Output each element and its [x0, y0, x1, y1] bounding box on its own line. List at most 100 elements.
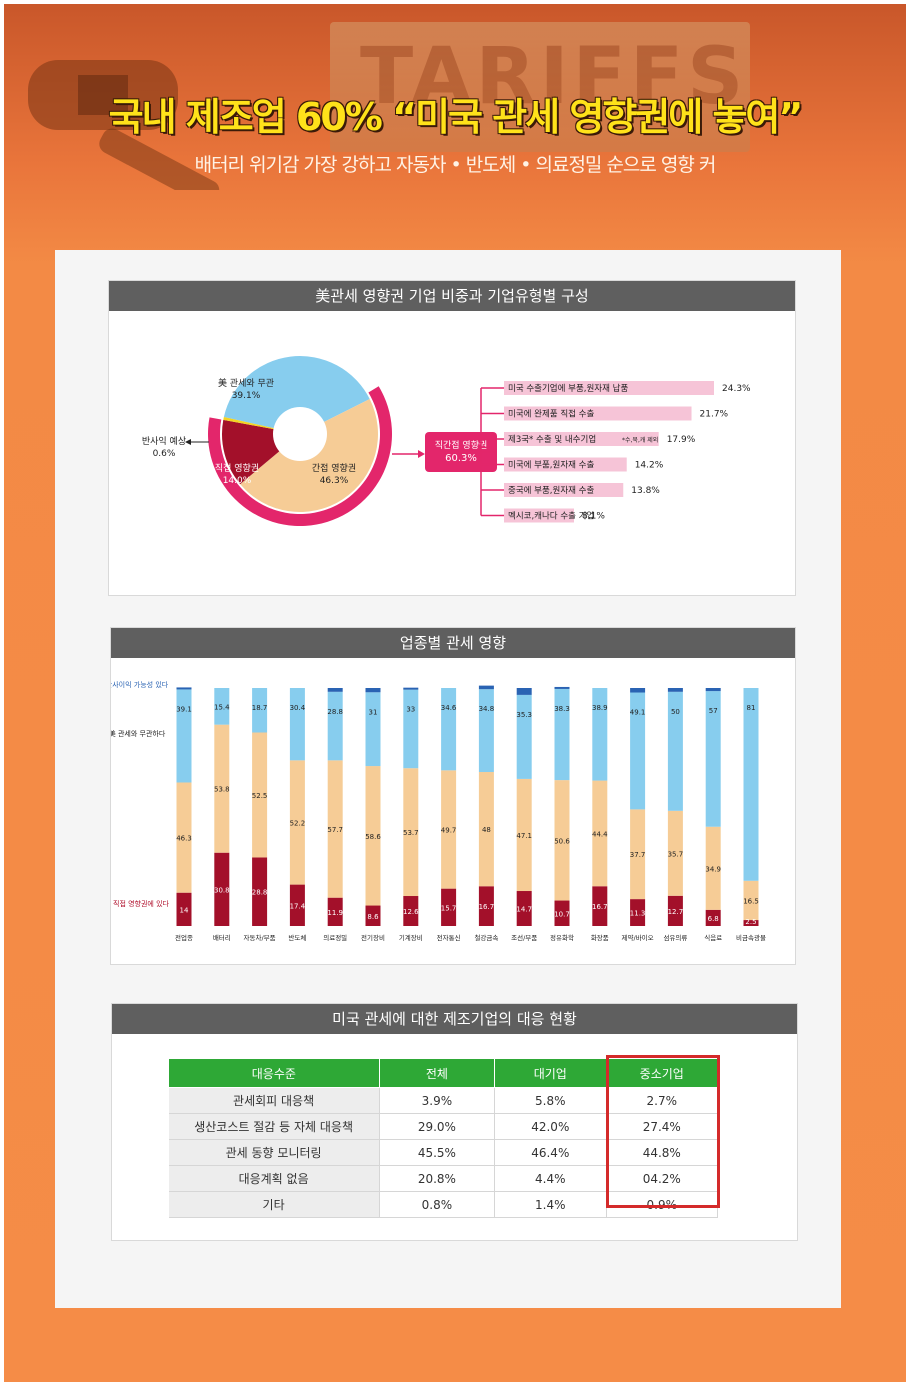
headline: 국내 제조업 60% “미국 관세 영향권에 놓여”	[108, 95, 804, 139]
category-label: 전기장비	[361, 933, 385, 942]
bar-indirect	[289, 760, 305, 885]
breakdown-bar-label: 미국 수출기업에 부품,원자재 납품	[508, 383, 628, 394]
pie-label-direct: 직접 영향권	[215, 462, 259, 474]
bar-direct-label: 14.7	[516, 906, 532, 914]
bar-direct	[365, 905, 381, 926]
subheadline: 배터리 위기감 가장 강하고 자동차 • 반도체 • 의료정밀 순으로 영향 커	[194, 154, 717, 176]
cell-total: 20.8%	[379, 1165, 496, 1192]
cell-sme: 04.2%	[606, 1165, 719, 1192]
bar-indirect	[214, 724, 230, 853]
section1-title: 美관세 영향권 기업 비중과 기업유형별 구성	[109, 281, 795, 311]
bar-benefit	[365, 688, 381, 693]
bar-indirect-label: 52.5	[252, 792, 268, 800]
bar-unrelated	[403, 689, 419, 769]
bar-indirect-label: 49.7	[441, 826, 457, 834]
bar-unrelated	[743, 688, 759, 881]
bar-unrelated	[441, 688, 457, 771]
bar-unrelated	[252, 688, 268, 733]
breakdown-bar	[504, 457, 627, 472]
breakdown-bar-value: 13.8%	[631, 486, 660, 496]
category-label: 비금속광물	[736, 933, 766, 942]
bar-indirect-label: 53.8	[214, 786, 230, 794]
stacked-bars: 14 46.3 39.1 전업종 30.8 53.8 15.4 배터리 28.8 52.5 18.7…	[175, 685, 766, 942]
cell-sme: 27.4%	[606, 1113, 719, 1140]
category-label: 정유화학	[550, 933, 574, 942]
bar-unrelated-label: 38.9	[592, 704, 608, 712]
bar-unrelated	[214, 688, 230, 725]
header-total: 전체	[378, 1058, 496, 1088]
section-industry-impact: 업종별 관세 영향 반사이익 가능성 있다 美 관세와 무관하다 직접 영향권에…	[110, 627, 796, 965]
bar-indirect	[705, 826, 721, 910]
bar-benefit	[667, 688, 683, 692]
breakdown-bar-label: 미국에 부품,원자재 수출	[508, 460, 594, 471]
bar-direct-label: 11.3	[630, 910, 646, 918]
category-label: 기계장비	[399, 933, 423, 942]
bar-unrelated-label: 34.8	[479, 705, 495, 713]
bar-direct	[441, 888, 457, 926]
bar-direct	[630, 899, 646, 926]
table-row: 대응계획 없음 20.8% 4.4% 04.2%	[168, 1165, 719, 1192]
bar-direct-label: 17.4	[290, 902, 306, 910]
bar-direct-label: 10.7	[554, 910, 570, 918]
bar-direct	[403, 896, 419, 926]
section-impact-share: 美관세 영향권 기업 비중과 기업유형별 구성 美 관세와 무관 39.1% 간…	[108, 280, 796, 596]
table-row: 기타 0.8% 1.4% 0.9%	[168, 1191, 719, 1218]
bar-indirect-label: 44.4	[592, 830, 608, 838]
breakdown-bar-label: 멕시코,캐나다 수출 기업	[508, 511, 594, 522]
pie-value-unrelated: 39.1%	[232, 391, 261, 401]
bar-indirect-label: 48	[482, 826, 491, 834]
tariffs-sign: TARIFFS	[330, 22, 750, 152]
category-label: 철강금속	[474, 933, 498, 942]
bar-direct	[516, 891, 532, 926]
breakdown-bar-value: 24.3%	[722, 384, 751, 394]
bar-indirect-label: 34.9	[705, 865, 721, 873]
bar-unrelated	[365, 692, 381, 767]
bar-indirect	[252, 732, 268, 858]
header-sme: 중소기업	[605, 1058, 719, 1088]
tariffs-sign-text: TARIFFS	[360, 32, 748, 122]
bar-direct-label: 16.7	[479, 903, 495, 911]
breakdown-bars: 미국 수출기업에 부품,원자재 납품 24.3% 미국에 완제품 직접 수출 21.7…	[480, 381, 751, 523]
cell-total: 29.0%	[379, 1113, 496, 1140]
gavel-icon	[28, 60, 220, 190]
cell-sme: 44.8%	[606, 1139, 719, 1166]
bar-indirect	[441, 770, 457, 889]
breakdown-bar	[504, 483, 624, 497]
bar-direct-label: 28.8	[252, 889, 268, 897]
bar-indirect	[743, 880, 759, 921]
category-label: 화장품	[591, 933, 609, 942]
pie-label-unrelated: 美 관세와 무관	[218, 377, 274, 389]
bar-direct-label: 11.9	[327, 909, 343, 917]
pie-label-benefit: 반사익 예상	[142, 435, 186, 447]
bar-direct-label: 15.7	[441, 904, 457, 912]
center-box-label: 직간접 영향권	[435, 439, 488, 451]
bar-unrelated	[516, 694, 532, 779]
center-box-value: 60.3%	[445, 453, 477, 464]
bar-direct-label: 2.5	[745, 918, 756, 926]
bar-direct	[289, 884, 305, 926]
bar-direct-label: 14	[180, 906, 189, 914]
breakdown-bar	[504, 381, 714, 395]
bar-indirect-label: 52.2	[290, 819, 306, 827]
breakdown-bar	[504, 508, 574, 523]
ring-arrow-head	[418, 450, 425, 458]
cell-large: 1.4%	[494, 1191, 607, 1218]
row-label: 대응계획 없음	[168, 1165, 380, 1192]
center-box	[425, 432, 497, 472]
bar-benefit	[554, 686, 570, 689]
bar-indirect	[365, 766, 381, 906]
breakdown-bar-value: 21.7%	[700, 410, 729, 420]
pie-label-indirect: 간접 영향권	[312, 462, 356, 474]
bar-direct-label: 12.6	[403, 908, 419, 916]
breakdown-bar-label: 미국에 완제품 직접 수출	[508, 409, 594, 420]
pie-slice-unrelated	[223, 355, 370, 434]
bar-direct-label: 12.7	[668, 908, 684, 916]
breakdown-bar	[504, 432, 659, 446]
donut-hole	[273, 407, 327, 461]
section3-title: 미국 관세에 대한 제조기업의 대응 현황	[112, 1004, 797, 1034]
bar-indirect	[554, 780, 570, 901]
cell-large: 42.0%	[494, 1113, 607, 1140]
bar-benefit	[327, 688, 343, 692]
bar-unrelated	[630, 692, 646, 810]
